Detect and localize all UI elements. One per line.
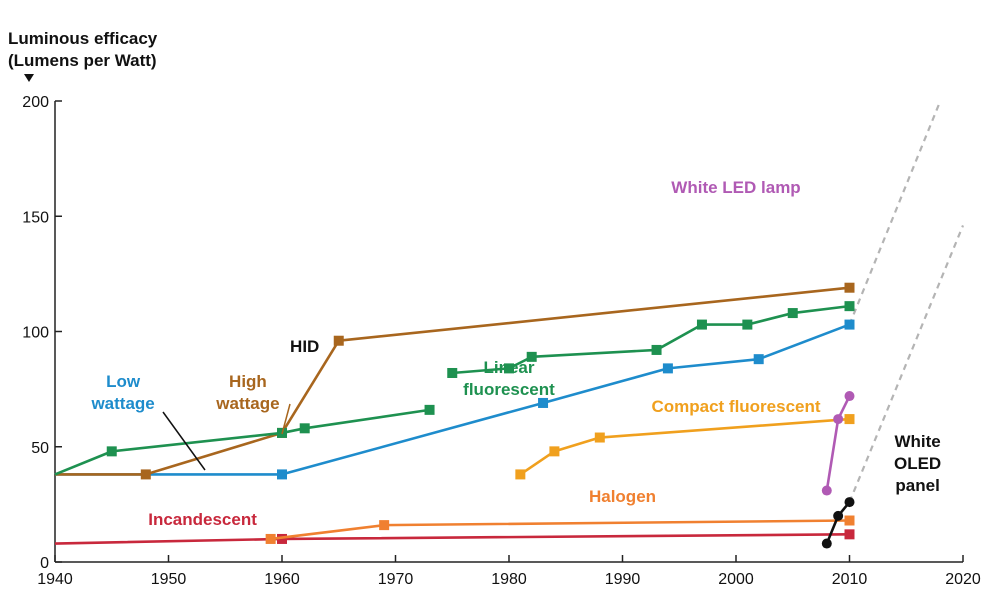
series-line — [825, 395, 851, 491]
data-point — [277, 469, 287, 480]
x-tick-label: 1980 — [491, 571, 527, 588]
series-line — [55, 286, 850, 476]
annotation-label: OLED — [894, 454, 941, 473]
x-tick-label: 1950 — [151, 571, 187, 588]
low-wattage-pointer — [162, 411, 206, 471]
data-point — [549, 446, 560, 457]
series-line — [54, 408, 430, 476]
y-axis-arrow-icon — [24, 74, 34, 82]
x-tick-label: 1990 — [605, 571, 641, 588]
data-point — [594, 432, 605, 443]
x-tick-label: 1940 — [37, 571, 73, 588]
y-axis-label-line2: (Lumens per Watt) — [8, 51, 157, 70]
series-label: High — [229, 372, 267, 391]
x-tick-label: 1970 — [378, 571, 414, 588]
series-label: Linear — [483, 358, 534, 377]
projection-line — [848, 100, 942, 325]
data-point — [833, 510, 844, 521]
data-point — [140, 469, 151, 480]
data-point — [844, 301, 855, 312]
data-point — [753, 354, 764, 365]
x-tick-label: 2010 — [832, 571, 868, 588]
series-label: Halogen — [589, 487, 656, 506]
data-point — [833, 414, 844, 425]
high-wattage-pointer — [281, 403, 291, 435]
annotation-label: panel — [895, 476, 939, 495]
series-line — [519, 417, 850, 476]
series-label: fluorescent — [463, 380, 555, 399]
y-axis-label-line1: Luminous efficacy — [8, 29, 158, 48]
data-point — [662, 363, 673, 374]
x-tick-label: 2000 — [718, 571, 754, 588]
data-point — [844, 515, 855, 526]
data-point — [265, 533, 276, 544]
data-point — [742, 319, 753, 330]
y-tick-label: 0 — [40, 555, 49, 572]
x-tick-label: 1960 — [264, 571, 300, 588]
annotation-label: HID — [290, 337, 319, 356]
data-point — [787, 308, 798, 319]
series-line — [54, 533, 850, 545]
y-tick-label: 150 — [22, 209, 49, 226]
series-label: Low — [106, 372, 141, 391]
series-label: wattage — [90, 394, 154, 413]
projection-line — [848, 225, 965, 503]
data-point — [333, 335, 344, 346]
data-point — [526, 351, 537, 362]
data-point — [821, 538, 832, 549]
data-point — [515, 469, 526, 480]
annotation-label: White — [894, 432, 940, 451]
axes: 0 50 100 150 200 1940 1950 1960 1970 1980 1990 2000… — [22, 94, 981, 588]
data-point — [844, 414, 855, 425]
series-label: White LED lamp — [671, 178, 800, 197]
data-point — [844, 391, 855, 402]
data-point — [504, 363, 514, 374]
series-layer — [54, 100, 965, 549]
data-point — [299, 423, 310, 434]
data-point — [538, 397, 549, 408]
data-point — [821, 485, 832, 496]
series-label: wattage — [215, 394, 279, 413]
series-label: Compact fluorescent — [651, 397, 820, 416]
y-tick-label: 100 — [22, 325, 49, 342]
data-point — [424, 404, 435, 415]
series-label: Incandescent — [148, 510, 257, 529]
data-point — [651, 344, 662, 355]
y-tick-label: 200 — [22, 94, 49, 111]
y-tick-label: 50 — [31, 440, 49, 457]
data-point — [379, 520, 390, 531]
series-line — [55, 323, 850, 476]
data-point — [844, 497, 855, 508]
label-layer: Incandescent Halogen Compact fluorescent Lo… — [90, 178, 941, 529]
data-point — [447, 367, 458, 378]
data-point — [844, 282, 855, 293]
x-tick-label: 2020 — [945, 571, 981, 588]
data-point — [696, 319, 707, 330]
data-point — [277, 533, 287, 544]
data-point — [106, 446, 117, 457]
data-point — [844, 529, 855, 540]
data-point — [844, 319, 855, 330]
